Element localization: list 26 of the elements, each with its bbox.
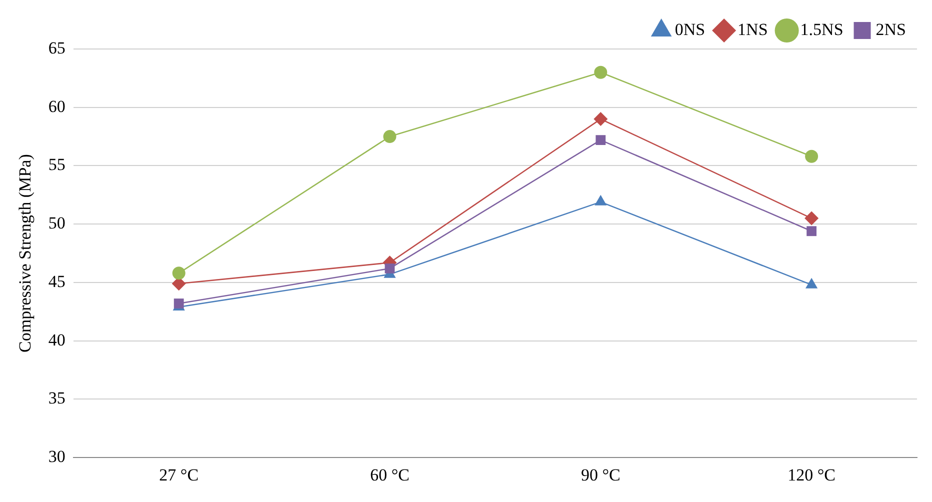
y-axis-title: Compressive Strength (MPa) xyxy=(16,154,35,352)
point xyxy=(596,135,606,146)
y-tick-label: 45 xyxy=(48,272,66,291)
point xyxy=(384,264,395,274)
point xyxy=(804,211,819,226)
point xyxy=(594,66,608,79)
legend-label: 2NS xyxy=(876,20,906,39)
y-tick-label: 60 xyxy=(48,96,66,116)
y-tick-label: 50 xyxy=(48,214,66,233)
y-tick-label: 40 xyxy=(48,330,66,350)
x-tick-label: 60 °C xyxy=(370,465,410,484)
y-tick-label: 30 xyxy=(48,447,66,466)
x-tick-label: 27 °C xyxy=(159,465,199,484)
point xyxy=(805,150,818,163)
point xyxy=(172,266,186,280)
point xyxy=(806,226,816,236)
x-tick-label: 90 °C xyxy=(580,465,620,484)
point xyxy=(594,112,608,126)
legend-label: 1NS xyxy=(738,20,768,39)
y-tick-label: 55 xyxy=(48,155,66,174)
point xyxy=(383,130,396,144)
y-tick-label: 35 xyxy=(48,388,66,408)
y-tick-label: 65 xyxy=(48,38,66,58)
x-tick-label: 120 °C xyxy=(788,465,836,484)
legend-label: 1.5NS xyxy=(800,20,844,39)
legend-label: 0NS xyxy=(674,20,706,39)
